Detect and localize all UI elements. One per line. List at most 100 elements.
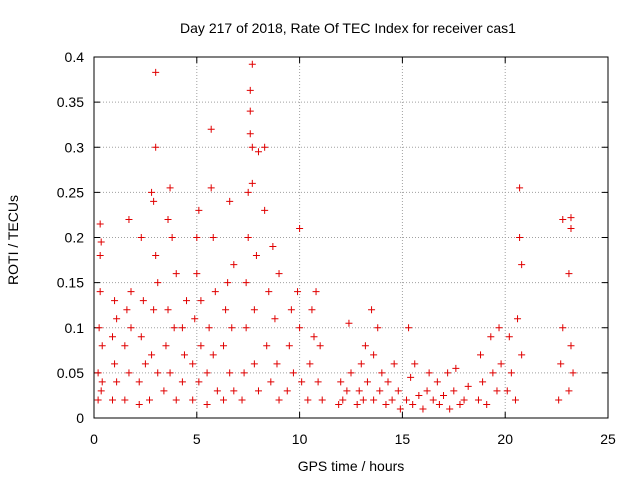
data-point: [555, 396, 563, 404]
data-point: [203, 369, 211, 377]
data-point: [306, 360, 314, 368]
data-point: [180, 351, 188, 359]
y-tick-label: 0.3: [65, 139, 85, 155]
data-point: [183, 297, 191, 305]
data-point: [113, 378, 121, 386]
data-point: [160, 387, 168, 395]
data-point: [98, 378, 106, 386]
data-point: [514, 315, 522, 323]
data-point: [125, 369, 133, 377]
x-tick-label: 25: [600, 431, 616, 447]
data-point: [382, 400, 390, 408]
data-point: [170, 324, 178, 332]
data-point: [370, 396, 378, 404]
data-point: [283, 387, 291, 395]
data-point: [162, 342, 170, 350]
data-point: [285, 342, 293, 350]
x-tick-label: 20: [497, 431, 513, 447]
data-point: [209, 351, 217, 359]
data-point: [516, 184, 524, 192]
data-point: [569, 369, 577, 377]
data-point: [567, 214, 575, 222]
data-point: [146, 396, 154, 404]
data-point: [261, 143, 269, 151]
data-point: [359, 396, 367, 404]
data-point: [565, 270, 573, 278]
data-point: [477, 351, 485, 359]
data-point: [511, 396, 519, 404]
data-point: [368, 306, 376, 314]
data-point: [96, 220, 104, 228]
data-point: [265, 288, 273, 296]
data-point: [220, 342, 228, 350]
data-point: [353, 400, 361, 408]
data-point: [113, 315, 121, 323]
data-point: [123, 306, 131, 314]
data-point: [95, 324, 103, 332]
data-point: [474, 396, 482, 404]
data-point: [139, 297, 147, 305]
data-point: [345, 319, 353, 327]
data-point: [429, 396, 437, 404]
data-point: [363, 378, 371, 386]
data-point: [96, 288, 104, 296]
data-point: [440, 391, 448, 399]
data-point: [409, 400, 417, 408]
data-point: [148, 351, 156, 359]
data-point: [164, 215, 172, 223]
data-point: [456, 400, 464, 408]
data-point: [433, 378, 441, 386]
data-point: [275, 270, 283, 278]
data-point: [191, 315, 199, 323]
y-tick-label: 0.2: [65, 230, 85, 246]
data-point: [242, 324, 250, 332]
data-point: [166, 369, 174, 377]
data-point: [150, 197, 158, 205]
data-point: [248, 179, 256, 187]
data-point: [197, 297, 205, 305]
data-point: [425, 369, 433, 377]
data-point: [370, 351, 378, 359]
data-point: [565, 387, 573, 395]
data-point: [166, 184, 174, 192]
data-point: [148, 188, 156, 196]
data-point: [396, 405, 404, 413]
data-point: [407, 373, 415, 381]
data-point: [460, 396, 468, 404]
data-point: [343, 387, 351, 395]
data-point: [405, 324, 413, 332]
data-point: [121, 342, 129, 350]
data-point: [411, 360, 419, 368]
data-point: [154, 369, 162, 377]
data-point: [94, 396, 102, 404]
data-point: [250, 306, 258, 314]
data-point: [244, 188, 252, 196]
data-point: [314, 378, 322, 386]
y-tick-label: 0.15: [57, 275, 84, 291]
data-point: [298, 378, 306, 386]
y-tick-label: 0.4: [65, 49, 85, 65]
data-point: [111, 297, 119, 305]
data-point: [109, 333, 117, 341]
data-point: [567, 224, 575, 232]
data-point: [238, 396, 246, 404]
data-point: [121, 396, 129, 404]
data-point: [178, 324, 186, 332]
data-point: [361, 342, 369, 350]
data-point: [559, 324, 567, 332]
y-tick-label: 0.25: [57, 184, 84, 200]
data-point: [213, 387, 221, 395]
data-point: [308, 306, 316, 314]
data-point: [483, 400, 491, 408]
data-point: [98, 342, 106, 350]
x-tick-label: 5: [193, 431, 201, 447]
data-point: [316, 342, 324, 350]
data-point: [195, 378, 203, 386]
data-point: [567, 342, 575, 350]
data-point: [503, 387, 511, 395]
data-point: [252, 252, 260, 260]
data-point: [164, 306, 172, 314]
data-point: [154, 279, 162, 287]
data-point: [193, 234, 201, 241]
data-point: [152, 252, 160, 260]
